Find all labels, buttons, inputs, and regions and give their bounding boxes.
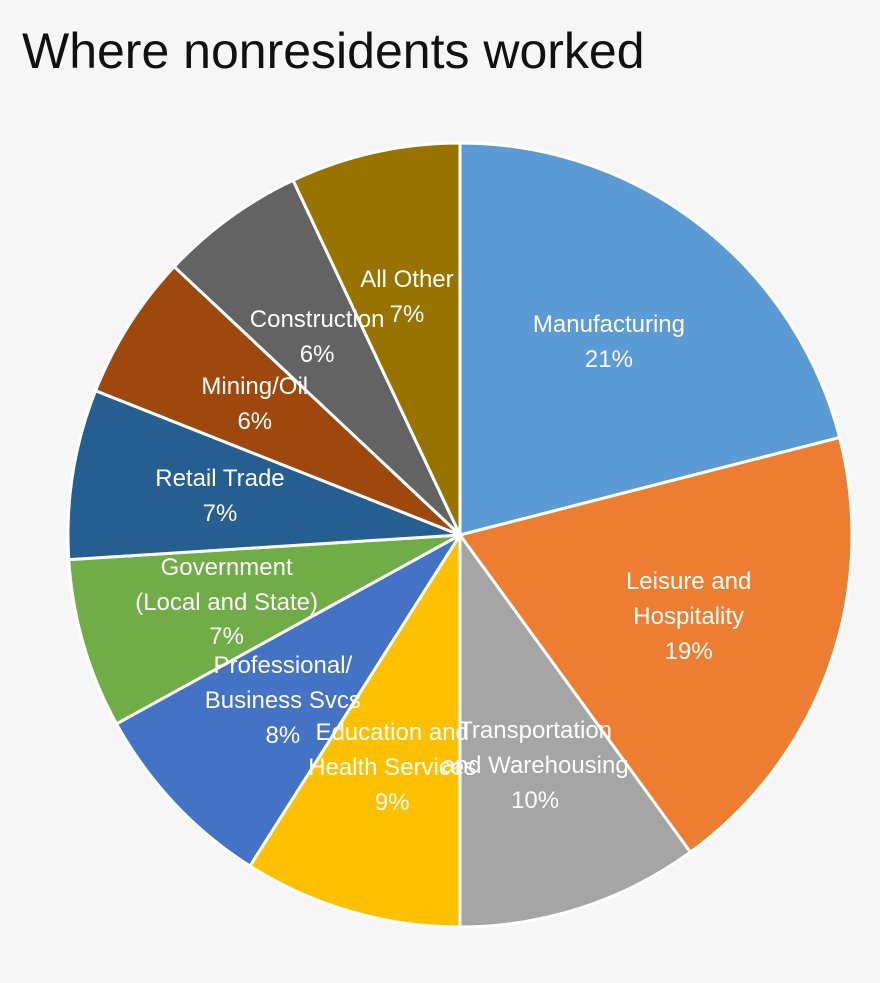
category-label: Transportation and Warehousing <box>441 716 629 779</box>
chart-title: Where nonresidents worked <box>22 23 645 79</box>
category-label: Construction <box>249 306 385 334</box>
slice-label: Government (Local and State) 7% <box>132 551 322 655</box>
value-label: 6% <box>237 407 273 435</box>
category-label: Retail Trade <box>155 465 285 493</box>
slice-label: All Other 7% <box>312 263 502 333</box>
pie-slice <box>172 178 462 537</box>
pie-slice <box>66 388 461 562</box>
pie-slice <box>458 530 693 929</box>
slice-label: Professional/ Business Svcs 8% <box>188 649 378 753</box>
slice-label: Retail Trade 7% <box>125 462 315 532</box>
category-label: All Other <box>360 266 454 294</box>
category-label: Mining/Oil <box>201 372 309 400</box>
value-label: 9% <box>374 788 410 816</box>
pie-slice <box>247 529 462 929</box>
category-label: Education and Health Services <box>308 719 477 781</box>
value-label: 19% <box>664 637 713 665</box>
pie-slice <box>458 141 842 537</box>
slice-label: Mining/Oil 6% <box>160 370 350 440</box>
pie-slice <box>457 435 854 855</box>
slice-label: Transportation and Warehousing 10% <box>440 714 630 818</box>
value-label: 6% <box>299 341 335 369</box>
category-label: Government (Local and State) <box>135 553 318 616</box>
value-label: 7% <box>389 300 425 328</box>
pie-slice <box>67 533 461 726</box>
value-label: 10% <box>511 786 560 814</box>
slice-label: Leisure and Hospitality 19% <box>594 565 784 669</box>
category-label: Professional/ Business Svcs <box>204 652 361 714</box>
slice-label: Construction 6% <box>222 304 412 374</box>
pie-slice <box>93 264 462 537</box>
category-label: Manufacturing <box>532 311 685 339</box>
value-label: 7% <box>209 623 244 651</box>
value-label: 8% <box>265 721 301 749</box>
slice-label: Education and Health Services 9% <box>297 716 487 820</box>
pie-slice <box>114 533 462 869</box>
value-label: 7% <box>202 499 238 527</box>
slice-label: Manufacturing 21% <box>514 308 704 378</box>
value-label: 21% <box>584 345 633 373</box>
pie-slice <box>291 141 462 536</box>
category-label: Leisure and Hospitality <box>625 568 752 630</box>
